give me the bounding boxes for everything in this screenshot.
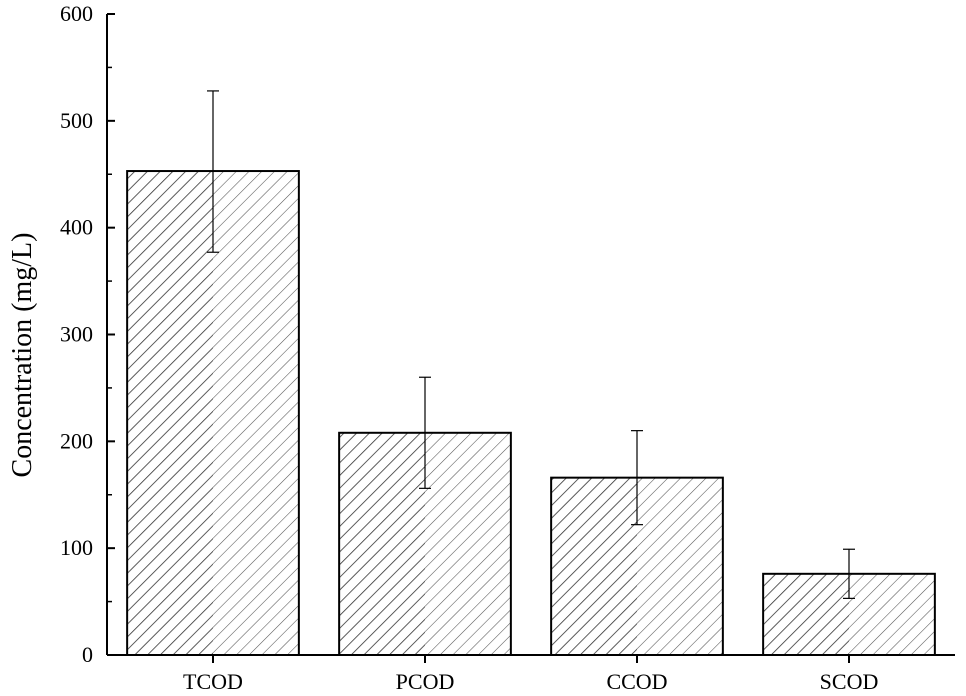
bar-hatch-right xyxy=(425,432,511,655)
bar-hatch-right xyxy=(849,573,935,655)
bar-tcod xyxy=(126,170,300,656)
bar-pcod xyxy=(338,431,512,656)
bar-hatch-left xyxy=(127,171,213,656)
error-bar-scod xyxy=(843,548,855,599)
error-bar-pcod xyxy=(419,376,431,489)
y-tick-label: 0 xyxy=(82,642,93,667)
y-axis-title: Concentration (mg/L) xyxy=(7,233,38,478)
x-tick-label-ccod: CCOD xyxy=(606,669,667,694)
x-axis-ticks: TCOD PCOD CCOD SCOD xyxy=(183,655,878,694)
y-axis-ticks: 0 100 200 300 400 500 600 xyxy=(60,1,115,667)
y-tick-label: 100 xyxy=(60,535,93,560)
bar-hatch-right xyxy=(637,477,723,655)
bar-hatch-right xyxy=(213,171,299,656)
error-bar-ccod xyxy=(631,430,643,526)
bars-group xyxy=(126,170,936,657)
x-tick-label-tcod: TCOD xyxy=(183,669,243,694)
bar-hatch-left xyxy=(763,573,849,655)
bar-hatch-left xyxy=(339,432,425,655)
x-tick-label-pcod: PCOD xyxy=(396,669,455,694)
bar-ccod xyxy=(550,476,724,657)
y-tick-label: 400 xyxy=(60,215,93,240)
y-tick-label: 600 xyxy=(60,1,93,26)
error-bar-tcod xyxy=(207,90,219,253)
bar-hatch-left xyxy=(551,477,637,655)
x-tick-label-scod: SCOD xyxy=(820,669,879,694)
y-tick-label: 500 xyxy=(60,108,93,133)
error-bars-group xyxy=(207,90,855,599)
y-tick-label: 300 xyxy=(60,322,93,347)
y-tick-label: 200 xyxy=(60,428,93,453)
